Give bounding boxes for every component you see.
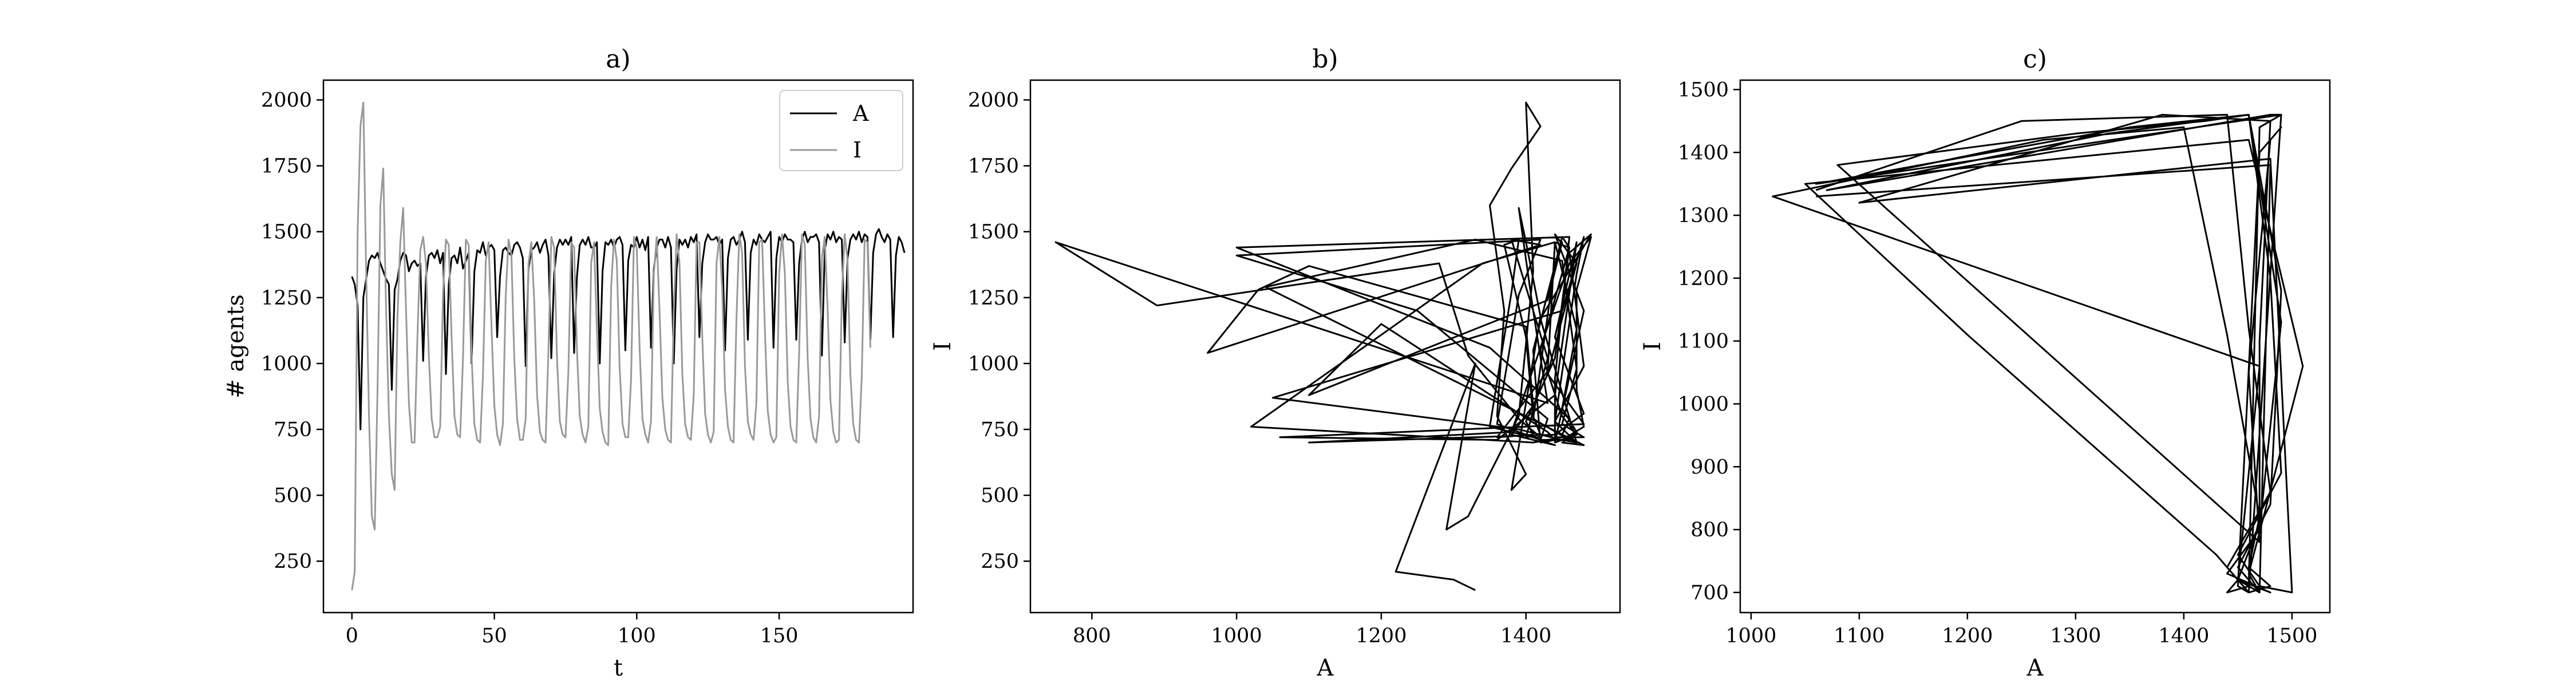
chart-a-series-line-A [351, 228, 906, 431]
chart-c-y-axis-label: I [1639, 342, 1666, 351]
chart-b-y-tick-label: 1000 [968, 353, 1019, 376]
chart-a-x-tick-label: 100 [618, 625, 656, 647]
chart-c-y-tick-label: 800 [1690, 519, 1729, 542]
chart-c-x-axis-label: A [2026, 655, 2044, 681]
chart-a-y-tick-label: 250 [274, 550, 312, 573]
chart-b-x-tick-label: 800 [1073, 625, 1111, 647]
chart-a-legend-label-I: I [853, 137, 862, 163]
chart-b-y-tick-label: 500 [981, 484, 1019, 507]
chart-c: 1000 1100 1200 1300 1400 1500 700 800 900 1000 110… [1639, 45, 2331, 681]
chart-b-y-tick-label: 1500 [968, 221, 1019, 244]
chart-c-title: c) [2023, 45, 2047, 74]
chart-c-y-tick-label: 1000 [1678, 393, 1729, 416]
chart-c-x-tick-label: 1400 [2158, 625, 2209, 647]
chart-a-x-tick-label: 150 [760, 625, 799, 647]
chart-c-y-tick-label: 900 [1690, 456, 1729, 479]
chart-a-series-line-I [351, 101, 871, 591]
chart-b-y-tick-label: 250 [981, 550, 1019, 573]
chart-b: 800 1000 1200 1400 250 500 750 1000 1250 1500 1750… [930, 45, 1621, 681]
chart-c-x-tick-label: 1300 [2050, 625, 2101, 647]
chart-a-legend: AI [779, 90, 903, 171]
chart-a: 0 50 100 150 250 500 750 1000 1250 1500 1750 2000 a)… [223, 45, 914, 681]
chart-c-x-tick-label: 1100 [1834, 625, 1884, 647]
chart-c-x-tick-label: 1000 [1725, 625, 1776, 647]
chart-c-y-tick-label: 1500 [1678, 78, 1729, 101]
chart-a-y-tick-label: 500 [274, 484, 312, 507]
chart-b-y-tick-label: 2000 [968, 89, 1019, 112]
chart-a-plot-frame [322, 79, 914, 614]
chart-a-y-tick-label: 2000 [261, 89, 312, 112]
chart-b-x-tick-label: 1400 [1500, 625, 1551, 647]
chart-b-plot-frame [1029, 79, 1621, 614]
chart-a-y-axis-label: # agents [223, 294, 249, 398]
chart-b-y-tick-label: 1250 [968, 287, 1019, 310]
chart-a-y-tick-label: 1500 [261, 221, 312, 244]
chart-b-x-axis-label: A [1317, 655, 1334, 681]
chart-a-x-tick-label: 50 [481, 625, 507, 647]
chart-b-y-tick-label: 750 [981, 418, 1019, 441]
chart-b-series-line-trajectory [1054, 101, 1592, 591]
chart-c-y-tick-label: 1100 [1678, 330, 1729, 353]
chart-a-legend-box [779, 90, 903, 171]
chart-a-y-tick-label: 750 [274, 418, 312, 441]
chart-c-x-tick-label: 1200 [1942, 625, 1993, 647]
chart-c-series-line-trajectory [1772, 113, 2304, 594]
chart-c-plot-frame [1739, 79, 2331, 614]
chart-c-x-tick-label: 1500 [2266, 625, 2317, 647]
chart-a-x-axis-label: t [614, 655, 623, 681]
chart-c-y-tick-label: 700 [1690, 582, 1729, 605]
chart-c-y-tick-label: 1200 [1678, 267, 1729, 290]
chart-b-x-tick-label: 1000 [1211, 625, 1262, 647]
chart-a-y-tick-label: 1250 [261, 287, 312, 310]
chart-c-y-tick-label: 1300 [1678, 204, 1729, 227]
chart-b-y-tick-label: 1750 [968, 155, 1019, 178]
chart-a-y-tick-label: 1750 [261, 155, 312, 178]
chart-a-legend-label-A: A [852, 101, 869, 126]
chart-b-title: b) [1312, 45, 1338, 74]
chart-c-y-tick-label: 1400 [1678, 141, 1729, 164]
chart-b-x-tick-label: 1200 [1356, 625, 1406, 647]
chart-a-title: a) [606, 45, 630, 74]
chart-a-x-tick-label: 0 [346, 625, 358, 647]
chart-b-y-axis-label: I [930, 342, 956, 351]
chart-a-y-tick-label: 1000 [261, 353, 312, 376]
